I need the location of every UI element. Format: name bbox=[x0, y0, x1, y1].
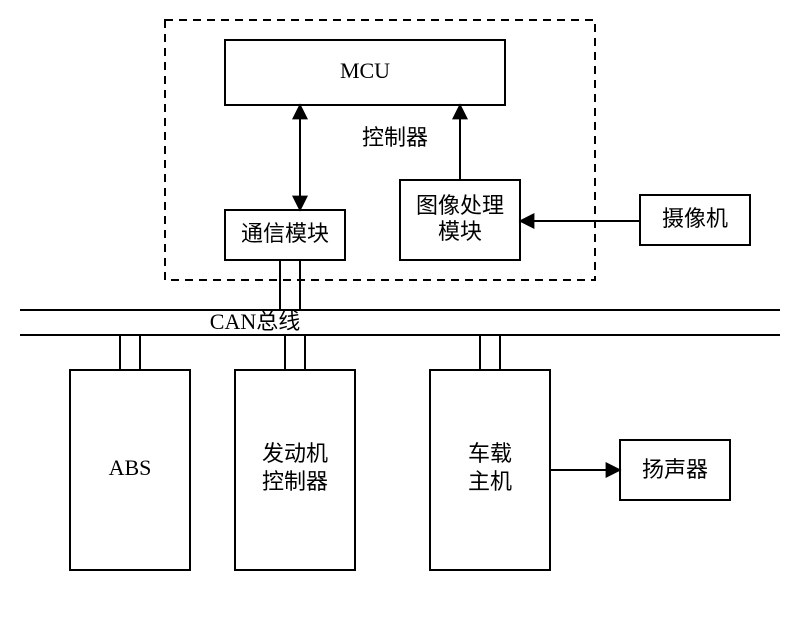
camera-label: 摄像机 bbox=[662, 206, 728, 231]
comm-label: 通信模块 bbox=[241, 221, 329, 246]
engine-label-2: 控制器 bbox=[262, 469, 328, 494]
controller-label: 控制器 bbox=[362, 125, 428, 150]
host-label-2: 主机 bbox=[468, 469, 512, 494]
imgproc-label-1: 图像处理 bbox=[416, 193, 504, 218]
diagram-canvas: MCU 控制器 通信模块 图像处理 模块 摄像机 CAN总线 ABS 发动机 控… bbox=[0, 0, 800, 628]
host-label-1: 车载 bbox=[468, 441, 512, 466]
engine-label-1: 发动机 bbox=[262, 441, 328, 466]
mcu-label: MCU bbox=[340, 58, 390, 83]
can-bus-label: CAN总线 bbox=[210, 309, 300, 334]
abs-label: ABS bbox=[109, 455, 152, 480]
speaker-label: 扬声器 bbox=[642, 457, 708, 482]
imgproc-label-2: 模块 bbox=[438, 219, 482, 244]
